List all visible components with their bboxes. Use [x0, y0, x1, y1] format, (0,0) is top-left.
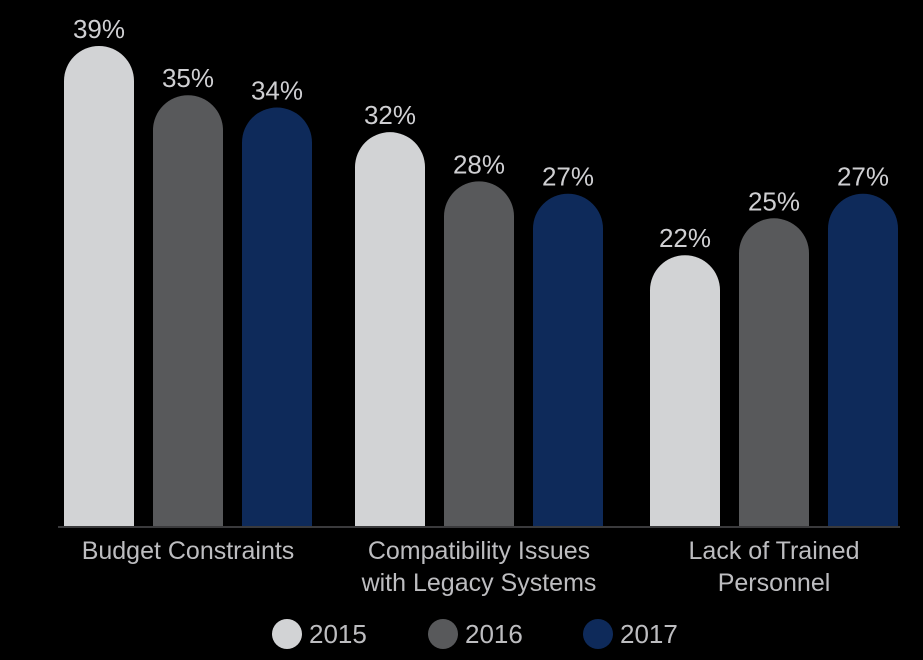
legend-swatch-2017 — [583, 619, 613, 649]
bar-2016-cat-1 — [444, 181, 514, 526]
legend-swatch-2016 — [428, 619, 458, 649]
value-label-2016-cat-1: 28% — [453, 149, 505, 179]
legend-label-2015: 2015 — [309, 619, 367, 649]
bar-2015-cat-1 — [355, 132, 425, 526]
legend-swatch-2015 — [272, 619, 302, 649]
legend-label-2017: 2017 — [620, 619, 678, 649]
bar-2016-cat-2 — [739, 218, 809, 527]
category-labels-layer: Budget Constraints Compatibility Issues wi… — [82, 537, 860, 597]
category-label-1-line-1: with Legacy Systems — [361, 569, 597, 597]
value-label-2015-cat-1: 32% — [364, 100, 416, 130]
value-label-2016-cat-0: 35% — [162, 63, 214, 93]
value-label-2015-cat-0: 39% — [73, 14, 125, 44]
bar-2016-cat-0 — [153, 95, 223, 526]
bar-2017-cat-2 — [828, 193, 898, 526]
category-label-2-line-0: Lack of Trained — [689, 537, 860, 565]
bar-2015-cat-2 — [650, 255, 720, 526]
bar-2015-cat-0 — [64, 46, 134, 526]
value-labels-layer: 39% 35% 34% 32% 28% 27% 22% 25% 27% — [73, 14, 889, 253]
legend-label-2016: 2016 — [465, 619, 523, 649]
legend: 2015 2016 2017 — [272, 619, 678, 649]
category-label-1-line-0: Compatibility Issues — [368, 537, 590, 565]
value-label-2017-cat-2: 27% — [837, 162, 889, 192]
value-label-2015-cat-2: 22% — [659, 223, 711, 253]
value-label-2017-cat-0: 34% — [251, 76, 303, 106]
bar-2017-cat-0 — [242, 107, 312, 526]
value-label-2017-cat-1: 27% — [542, 162, 594, 192]
bars-layer — [64, 46, 898, 527]
category-label-2-line-1: Personnel — [718, 569, 831, 597]
category-label-0-line-0: Budget Constraints — [82, 537, 295, 565]
value-label-2016-cat-2: 25% — [748, 186, 800, 216]
bar-2017-cat-1 — [533, 193, 603, 526]
